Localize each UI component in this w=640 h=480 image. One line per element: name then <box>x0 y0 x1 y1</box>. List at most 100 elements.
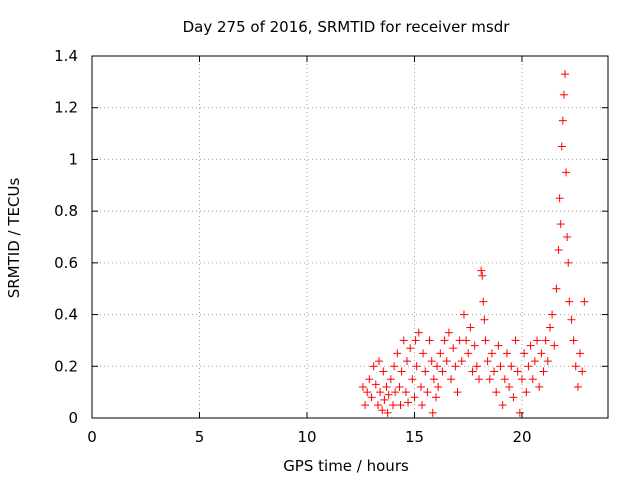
grid <box>92 56 608 418</box>
data-point <box>524 362 533 371</box>
data-point <box>412 362 421 371</box>
data-point <box>416 382 425 391</box>
data-point <box>511 336 520 345</box>
data-point <box>487 349 496 358</box>
data-point <box>552 284 561 293</box>
data-point <box>402 357 411 366</box>
x-axis-label: GPS time / hours <box>283 457 409 475</box>
data-point <box>444 328 453 337</box>
data-point <box>421 367 430 376</box>
data-point <box>418 401 427 410</box>
data-point <box>494 341 503 350</box>
data-point <box>428 408 437 417</box>
data-point <box>496 362 505 371</box>
x-tick-label: 10 <box>297 428 316 446</box>
data-point <box>464 349 473 358</box>
data-point <box>432 393 440 402</box>
data-point <box>539 367 548 376</box>
data-point <box>380 395 389 404</box>
data-point <box>411 336 420 345</box>
data-point <box>559 90 568 99</box>
data-point <box>457 357 466 366</box>
y-tick-label: 0.2 <box>54 357 78 375</box>
y-tick-label: 1 <box>68 150 78 168</box>
data-point <box>522 388 531 397</box>
data-point <box>528 375 537 384</box>
data-point <box>466 323 475 332</box>
data-point <box>425 336 434 345</box>
data-point <box>401 388 410 397</box>
y-tick-label: 0.6 <box>54 254 78 272</box>
data-point <box>436 349 445 358</box>
data-point <box>459 310 468 319</box>
data-point <box>395 382 404 391</box>
data-point <box>375 357 384 366</box>
data-point <box>386 375 395 384</box>
data-point <box>545 323 554 332</box>
y-tick-label: 0.4 <box>54 306 78 324</box>
data-point <box>475 375 483 384</box>
data-point <box>555 194 564 203</box>
data-point <box>453 388 462 397</box>
data-point <box>429 375 438 384</box>
y-tick-label: 0.8 <box>54 202 78 220</box>
data-point <box>543 357 552 366</box>
data-point <box>434 382 443 391</box>
data-point <box>520 349 529 358</box>
data-point <box>363 388 372 397</box>
data-point <box>565 297 574 306</box>
data-point <box>447 375 456 384</box>
data-point <box>576 349 585 358</box>
data-point <box>554 245 563 254</box>
data-point <box>567 315 576 324</box>
data-point <box>410 393 419 402</box>
ticks: 0 5 10 15 20 0 0.2 0.4 0.6 0.8 1 1.2 1.4 <box>54 47 608 446</box>
data-point <box>371 380 380 389</box>
data-point <box>492 388 501 397</box>
data-point <box>481 336 490 345</box>
data-point <box>535 382 544 391</box>
data-point <box>440 336 449 345</box>
data-point <box>580 297 589 306</box>
data-point <box>573 382 582 391</box>
data-point <box>498 401 507 410</box>
data-point <box>358 382 367 391</box>
data-point <box>563 233 572 241</box>
data-point <box>561 70 569 79</box>
data-point <box>479 297 488 306</box>
data-point <box>438 367 447 376</box>
data-point <box>384 390 393 399</box>
data-point <box>442 357 451 366</box>
data-point <box>548 310 557 319</box>
data-point <box>389 401 397 410</box>
data-point <box>462 336 471 345</box>
data-point <box>556 220 565 229</box>
y-tick-label: 0 <box>68 409 78 427</box>
x-tick-label: 15 <box>405 428 424 446</box>
data-point <box>406 344 415 353</box>
data-point <box>530 357 539 366</box>
data-point <box>541 336 550 345</box>
data-point <box>485 375 494 384</box>
data-point <box>390 362 399 371</box>
data-point <box>369 362 378 371</box>
y-tick-label: 1.4 <box>54 47 78 65</box>
data-point <box>500 375 509 384</box>
y-axis-label: SRMTID / TECUs <box>5 178 23 299</box>
data-point <box>397 367 406 376</box>
data-point <box>477 266 486 275</box>
data-point <box>537 349 546 358</box>
data-point <box>472 362 481 371</box>
data-point <box>391 388 400 397</box>
data-point <box>361 401 370 410</box>
data-point <box>578 367 587 376</box>
plot-frame <box>91 55 609 419</box>
data-point <box>373 401 382 410</box>
data-points <box>358 70 589 417</box>
data-point <box>502 349 511 358</box>
data-point <box>470 341 479 350</box>
data-point <box>419 349 428 358</box>
data-point <box>382 382 391 391</box>
data-point <box>451 362 460 371</box>
